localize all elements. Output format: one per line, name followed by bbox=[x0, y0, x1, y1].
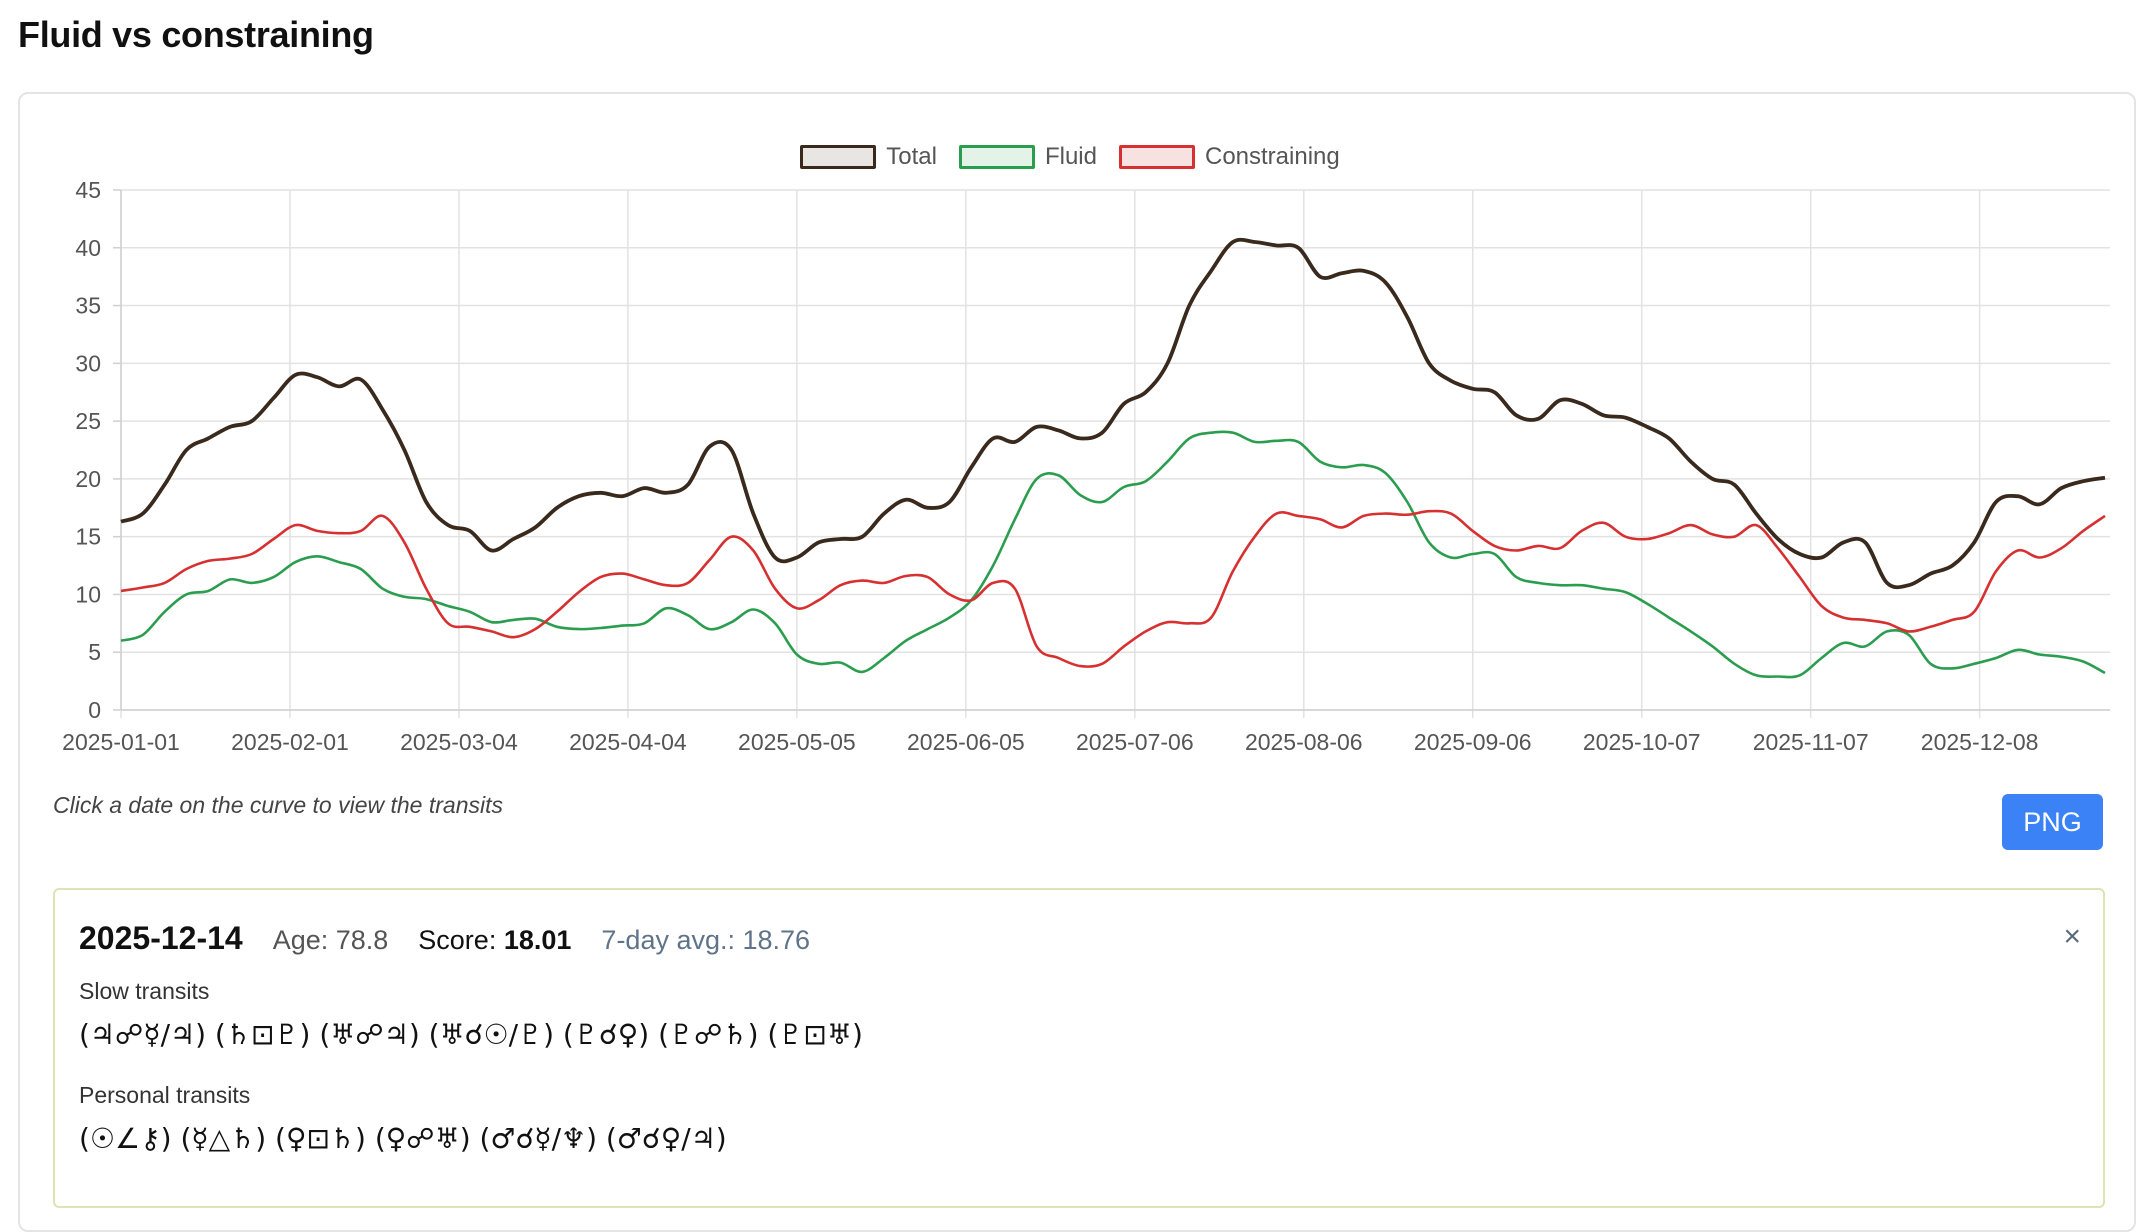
y-tick-label: 25 bbox=[75, 408, 101, 434]
chart-legend: Total Fluid Constraining bbox=[0, 140, 2140, 174]
x-tick-label: 2025-07-06 bbox=[1076, 729, 1194, 755]
series-line-constraining[interactable] bbox=[120, 509, 2106, 668]
legend-label-constraining: Constraining bbox=[1204, 143, 1340, 170]
y-tick-label: 40 bbox=[75, 235, 101, 261]
y-tick-label: 35 bbox=[75, 293, 101, 319]
legend-label-total: Total bbox=[886, 143, 937, 170]
x-tick-label: 2025-11-07 bbox=[1753, 729, 1869, 755]
series-line-fluid[interactable] bbox=[120, 430, 2106, 679]
y-tick-label: 10 bbox=[75, 581, 101, 607]
x-tick-label: 2025-02-01 bbox=[231, 729, 349, 755]
legend-label-fluid: Fluid bbox=[1044, 143, 1097, 170]
y-tick-label: 20 bbox=[75, 466, 101, 492]
x-tick-label: 2025-04-04 bbox=[569, 729, 687, 755]
detail-score-label: Score: bbox=[418, 925, 497, 955]
x-tick-label: 2025-08-06 bbox=[1245, 729, 1363, 755]
legend-swatch-constraining bbox=[1118, 145, 1195, 169]
legend-swatch-total bbox=[800, 145, 877, 169]
detail-seven-day-avg: 7-day avg.: 18.76 bbox=[601, 925, 811, 955]
legend-item-total[interactable]: Total bbox=[800, 143, 937, 171]
legend-swatch-fluid bbox=[958, 145, 1035, 169]
page-title: Fluid vs constraining bbox=[18, 14, 374, 55]
x-tick-label: 2025-09-06 bbox=[1414, 729, 1532, 755]
y-tick-label: 0 bbox=[88, 697, 101, 723]
detail-date: 2025-12-14 bbox=[79, 920, 243, 956]
detail-score: Score: 18.01 bbox=[418, 925, 571, 956]
x-tick-label: 2025-05-05 bbox=[738, 729, 856, 755]
x-tick-label: 2025-10-07 bbox=[1583, 729, 1701, 755]
line-chart[interactable]: 0 5 10 15 20 25 30 35 40 45 2025-01-01 2025-02-01 20… bbox=[0, 170, 2140, 770]
slow-transits-list: (♃☍☿/♃) (♄⊡♇) (♅☍♃) (♅☌☉/♇) (♇☌♀) (♇☍♄) … bbox=[79, 1018, 863, 1051]
y-tick-label: 15 bbox=[75, 524, 101, 550]
slow-transits-label: Slow transits bbox=[79, 978, 210, 1004]
close-icon[interactable]: × bbox=[2063, 920, 2081, 953]
y-tick-label: 5 bbox=[88, 639, 101, 665]
chart-hint: Click a date on the curve to view the tr… bbox=[53, 792, 503, 818]
personal-transits-label: Personal transits bbox=[79, 1082, 251, 1108]
legend-item-fluid[interactable]: Fluid bbox=[958, 143, 1097, 171]
x-tick-label: 2025-01-01 bbox=[62, 729, 180, 755]
x-tick-label: 2025-12-08 bbox=[1921, 729, 2039, 755]
transit-detail-panel: 2025-12-14 Age: 78.8 Score: 18.01 7-day … bbox=[53, 888, 2105, 1208]
legend-item-constraining[interactable]: Constraining bbox=[1118, 143, 1340, 171]
y-tick-label: 30 bbox=[75, 350, 101, 376]
detail-header: 2025-12-14 Age: 78.8 Score: 18.01 7-day … bbox=[79, 920, 810, 957]
png-export-button[interactable]: PNG bbox=[2002, 794, 2103, 850]
x-tick-label: 2025-06-05 bbox=[907, 729, 1025, 755]
y-tick-label: 45 bbox=[75, 177, 101, 203]
detail-age: Age: 78.8 bbox=[272, 925, 389, 955]
personal-transits-list: (☉∠⚷) (☿△♄) (♀⊡♄) (♀☍♅) (♂☌☿/♆) (♂☌♀/♃) bbox=[79, 1122, 727, 1155]
x-tick-label: 2025-03-04 bbox=[400, 729, 518, 755]
series-line-total[interactable] bbox=[120, 237, 2106, 590]
detail-score-value: 18.01 bbox=[503, 925, 572, 955]
